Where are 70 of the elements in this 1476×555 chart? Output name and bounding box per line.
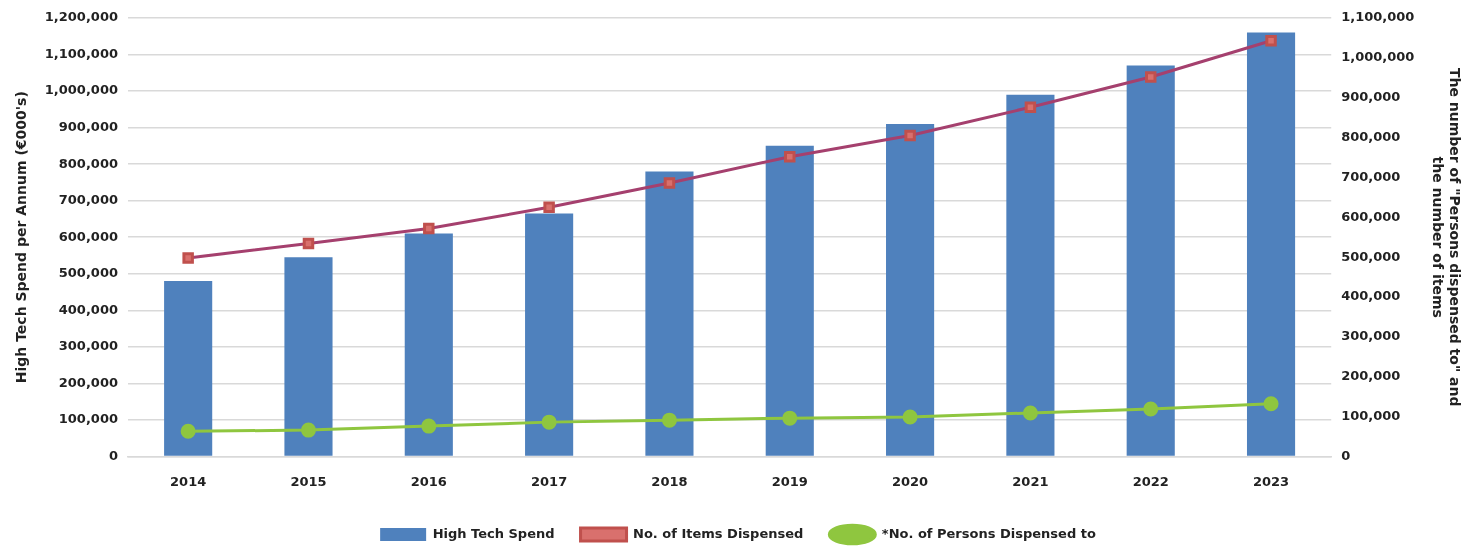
x-tick-label: 2019 <box>771 473 808 489</box>
bar <box>164 281 213 456</box>
point <box>302 237 315 250</box>
bar <box>886 123 935 456</box>
y2-tick-label: 800,000 <box>1341 128 1401 144</box>
y2-tick-label: 1,100,000 <box>1341 9 1415 25</box>
point <box>902 409 918 425</box>
bar <box>1126 65 1175 456</box>
y2-tick-label: 400,000 <box>1341 288 1401 304</box>
point <box>663 177 676 189</box>
y2-tick-label: 0 <box>1341 447 1351 463</box>
legend-label: *No. of Persons Dispensed to <box>881 525 1096 541</box>
bar <box>404 233 453 456</box>
point <box>1024 101 1037 114</box>
y2-tick-label: 600,000 <box>1341 208 1401 224</box>
x-tick-label: 2018 <box>651 473 688 489</box>
y-tick-label: 1,000,000 <box>44 82 118 98</box>
point <box>1265 34 1277 47</box>
point <box>543 201 555 214</box>
point <box>423 222 435 235</box>
y-tick-label: 600,000 <box>58 228 118 244</box>
bar <box>645 171 694 456</box>
y2-tick-label: 300,000 <box>1341 328 1401 344</box>
x-tick-label: 2017 <box>531 473 568 489</box>
point <box>1143 401 1159 417</box>
x-tick-label: 2020 <box>891 473 929 489</box>
x-tick-label: 2016 <box>410 473 447 489</box>
bar <box>1006 94 1055 456</box>
y2-axis-title: The number of "Persons dispensed to" and the number of items <box>1430 67 1463 407</box>
y2-tick-label: 100,000 <box>1341 407 1401 423</box>
y-tick-label: 900,000 <box>58 118 118 134</box>
bar <box>284 257 333 456</box>
point <box>180 423 196 439</box>
y-tick-label: 500,000 <box>58 265 118 281</box>
legend-label: No. of Items Dispensed <box>633 525 804 541</box>
point <box>904 129 916 142</box>
point <box>782 410 798 426</box>
point <box>1022 405 1038 421</box>
y2-tick-label: 500,000 <box>1341 248 1401 264</box>
y-tick-label: 200,000 <box>58 374 118 390</box>
y2-tick-label: 900,000 <box>1341 89 1401 105</box>
bar <box>1246 32 1296 456</box>
y-tick-label: 700,000 <box>58 192 118 208</box>
point <box>1263 396 1279 412</box>
y-tick-label: 300,000 <box>58 338 118 354</box>
point <box>541 414 557 430</box>
point <box>182 252 194 264</box>
y2-tick-label: 200,000 <box>1341 368 1401 384</box>
point <box>421 418 437 434</box>
point <box>1144 71 1157 83</box>
x-tick-label: 2022 <box>1132 473 1169 489</box>
y-tick-label: 1,100,000 <box>44 45 118 61</box>
x-tick-label: 2023 <box>1252 473 1290 489</box>
y-tick-label: 1,200,000 <box>44 9 118 25</box>
y-axis-title: High Tech Spend per Annum (€000's) <box>13 91 30 384</box>
y-tick-label: 800,000 <box>58 155 118 171</box>
x-tick-label: 2021 <box>1012 473 1049 489</box>
y2-tick-label: 700,000 <box>1341 168 1401 184</box>
y-tick-label: 100,000 <box>58 411 118 427</box>
legend-label: High Tech Spend <box>432 525 555 541</box>
bar <box>765 145 814 456</box>
y-tick-label: 400,000 <box>58 301 118 317</box>
x-tick-label: 2014 <box>170 473 207 489</box>
y2-tick-label: 1,000,000 <box>1341 49 1415 65</box>
x-tick-label: 2015 <box>290 473 327 489</box>
y-tick-label: 0 <box>108 447 118 463</box>
point <box>784 150 796 163</box>
point <box>661 412 677 428</box>
bar <box>525 213 574 456</box>
point <box>300 422 316 438</box>
